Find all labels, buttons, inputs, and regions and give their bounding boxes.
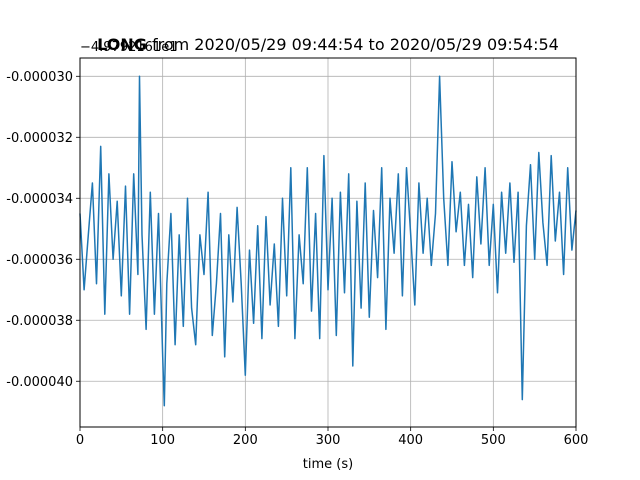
y-tick-label: -0.000040: [6, 375, 73, 390]
y-tick-label: -0.000034: [6, 192, 73, 207]
chart-title: LONG from 2020/05/29 09:44:54 to 2020/05…: [97, 35, 559, 54]
y-tick-label: -0.000038: [6, 314, 73, 329]
x-tick-label: 400: [398, 433, 423, 448]
chart-title-rest: from 2020/05/29 09:44:54 to 2020/05/29 0…: [147, 35, 559, 54]
series-layer: [79, 75, 577, 407]
x-tick-label: 200: [233, 433, 258, 448]
series-line-0: [79, 75, 577, 407]
x-tick-label: 300: [316, 433, 341, 448]
grid-lines: [79, 58, 577, 427]
chart-title-bold: LONG: [97, 35, 147, 54]
y-tick-label: -0.000036: [6, 253, 73, 268]
y-offset-label: −4.9792161e1: [80, 40, 177, 55]
y-tick-label: -0.000032: [6, 131, 73, 146]
x-tick-label: 500: [481, 433, 506, 448]
x-tick-label: 100: [150, 433, 175, 448]
x-axis: 0 100 200 300 400 500 600: [76, 427, 589, 448]
x-tick-label: 0: [76, 433, 84, 448]
y-axis: -0.000030 -0.000032 -0.000034 -0.000036 -0.0…: [6, 70, 80, 390]
y-tick-label: -0.000030: [6, 70, 73, 85]
x-axis-label: time (s): [303, 457, 353, 472]
x-tick-label: 600: [564, 433, 589, 448]
